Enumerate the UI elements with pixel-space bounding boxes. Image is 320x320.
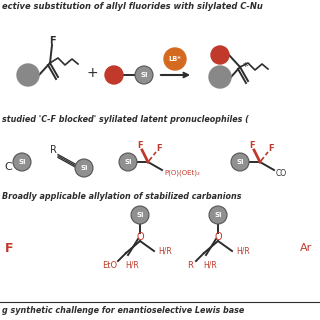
Text: H/R: H/R [158,246,172,255]
Text: *: * [243,62,249,72]
Circle shape [17,64,39,86]
Circle shape [131,206,149,224]
Text: F: F [49,36,55,46]
Text: R: R [50,145,57,155]
Text: H/R: H/R [125,260,139,269]
Text: O: O [214,232,222,242]
Text: Si: Si [136,212,144,218]
Text: F: F [268,143,274,153]
Circle shape [135,66,153,84]
Text: C: C [4,162,12,172]
Text: F: F [249,140,255,149]
Text: F: F [5,242,13,254]
Text: Broadly applicable allylation of stabilized carbanions: Broadly applicable allylation of stabili… [2,192,242,201]
Text: Ar: Ar [300,243,312,253]
Circle shape [13,153,31,171]
Text: ective substitution of allyl fluorides with silylated C-Nu: ective substitution of allyl fluorides w… [2,2,263,11]
Circle shape [209,66,231,88]
Text: H/R: H/R [236,246,250,255]
Circle shape [119,153,137,171]
Text: Si: Si [236,159,244,165]
Circle shape [75,159,93,177]
Text: g synthetic challenge for enantioselective Lewis base: g synthetic challenge for enantioselecti… [2,306,244,315]
Text: studied 'C-F blocked' sylilated latent pronucleophiles (: studied 'C-F blocked' sylilated latent p… [2,115,249,124]
Text: Si: Si [124,159,132,165]
Text: CO: CO [276,169,287,178]
Circle shape [211,46,229,64]
Text: O: O [136,232,144,242]
Text: P(O)(OEt)₂: P(O)(OEt)₂ [164,170,200,176]
Circle shape [164,48,186,70]
Circle shape [209,206,227,224]
Text: Si: Si [80,165,88,171]
Text: F: F [137,140,143,149]
Text: EtO: EtO [102,260,117,269]
Text: Si: Si [214,212,222,218]
Text: LB*: LB* [169,56,181,62]
Circle shape [231,153,249,171]
Circle shape [105,66,123,84]
Text: H/R: H/R [203,260,217,269]
Text: Si: Si [18,159,26,165]
Text: F: F [156,143,162,153]
Text: R: R [187,260,193,269]
Text: +: + [86,66,98,80]
Text: Si: Si [140,72,148,78]
